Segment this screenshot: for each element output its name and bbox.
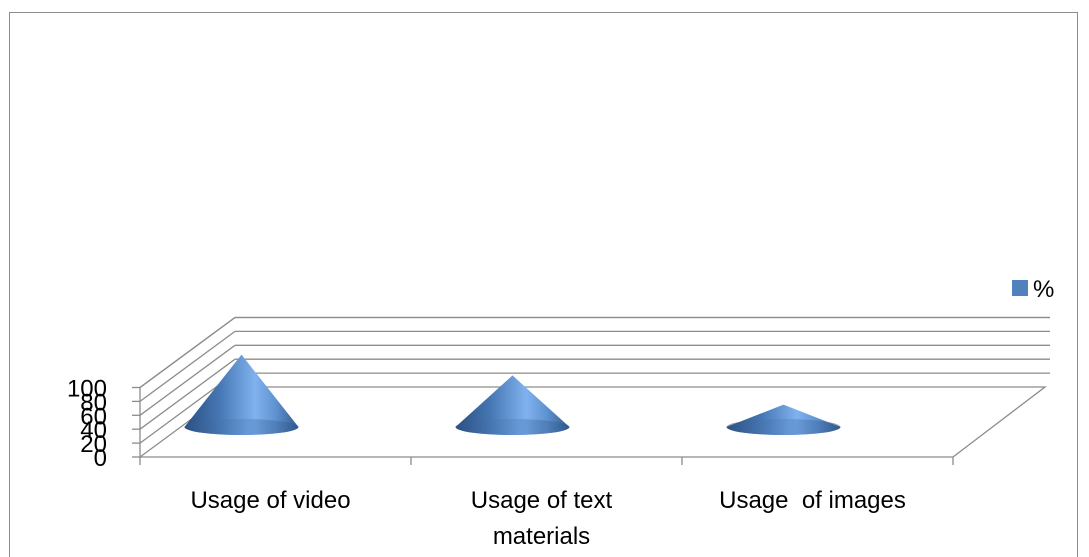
y-tick-label: 40: [80, 417, 107, 444]
cone-base: [726, 419, 841, 435]
category-label: Usage of images: [719, 487, 906, 514]
gridline-diag: [139, 330, 236, 402]
gridline-diag: [139, 358, 236, 430]
gridlines: [139, 316, 1050, 444]
legend-swatch: [1012, 280, 1028, 296]
cones: [184, 354, 841, 435]
cone-base: [455, 419, 570, 435]
y-tick-label: 80: [80, 389, 107, 416]
cone-body: [184, 354, 299, 435]
y-tick-label: 0: [94, 445, 107, 472]
y-tick-label: 60: [80, 403, 107, 430]
y-tick-label: 100: [67, 376, 107, 403]
category-label: Usage of text materials: [471, 487, 613, 550]
gridline-diag: [139, 316, 236, 389]
category-labels: Usage of video Usage of text materials Usag…: [190, 487, 905, 550]
legend-label: %: [1033, 276, 1054, 303]
y-tick-label: 20: [80, 431, 107, 458]
category-label: Usage of video: [190, 487, 350, 514]
legend: %: [1012, 276, 1054, 303]
cone-bar: [455, 375, 570, 435]
cone-bar: [726, 404, 841, 435]
chart-frame: [9, 12, 1078, 557]
gridline-diag: [139, 344, 236, 416]
cone-bar: [184, 354, 299, 435]
cone-base: [184, 419, 299, 435]
